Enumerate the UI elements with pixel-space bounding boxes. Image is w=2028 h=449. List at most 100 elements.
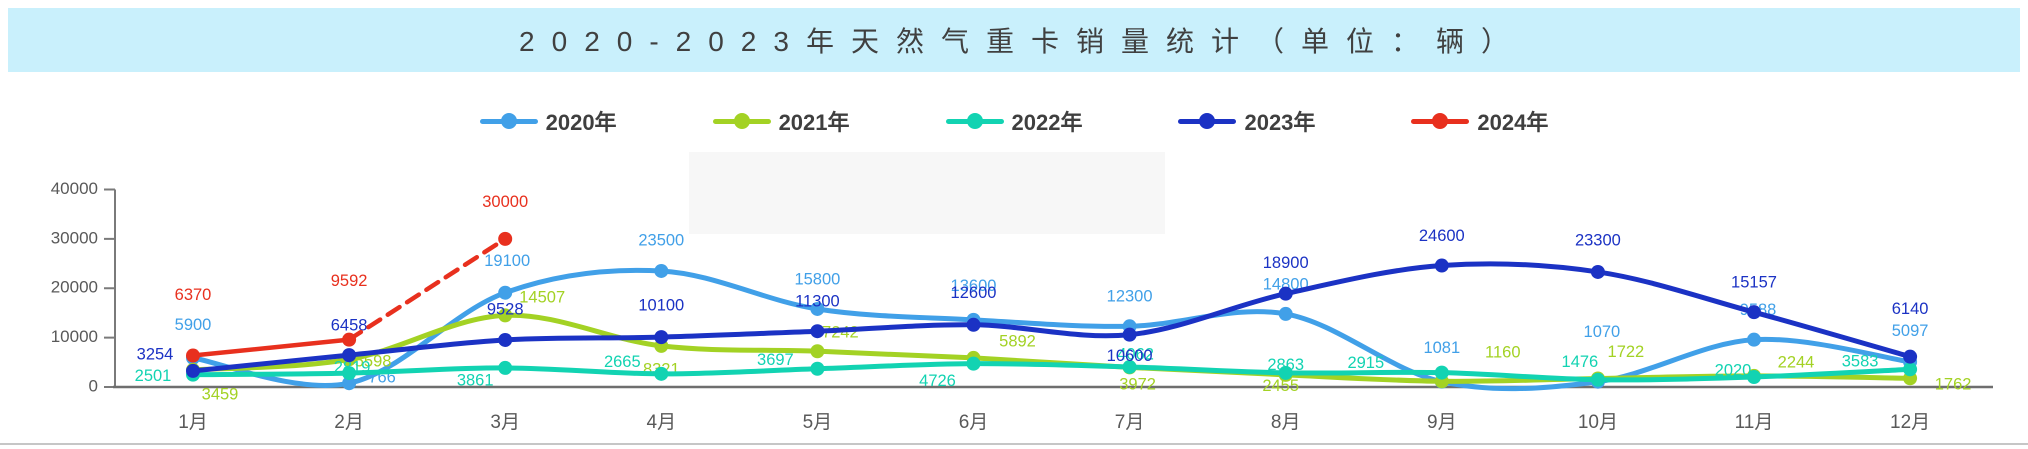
data-point xyxy=(1278,306,1293,321)
data-point xyxy=(1278,365,1293,380)
data-point xyxy=(1122,327,1137,342)
chart-title-bar: 2020-2023年天然气重卡销量统计（单位：辆） xyxy=(8,8,2020,72)
data-label: 24600 xyxy=(1419,227,1465,245)
data-point xyxy=(186,348,200,363)
data-point xyxy=(1747,332,1761,347)
legend-line-dot-icon xyxy=(1411,113,1470,129)
x-tick-label: 11月 xyxy=(1735,412,1774,433)
y-tick-label: 30000 xyxy=(51,228,98,247)
data-point xyxy=(654,263,669,278)
x-tick-label: 1月 xyxy=(178,412,208,433)
series-line-dashed xyxy=(346,236,508,342)
data-point xyxy=(966,317,981,332)
data-point xyxy=(342,366,357,381)
series-line xyxy=(190,261,1913,374)
y-tick-label: 20000 xyxy=(51,278,98,297)
data-label: 19100 xyxy=(484,252,530,270)
data-point xyxy=(966,356,981,371)
data-label: 1081 xyxy=(1423,339,1460,357)
x-tick-label: 10月 xyxy=(1578,412,1618,433)
y-tick-label: 40000 xyxy=(51,179,98,198)
legend-label: 2024年 xyxy=(1477,110,1549,135)
data-label: 12600 xyxy=(951,284,997,302)
legend-item-2021: 2021年 xyxy=(712,105,850,137)
legend-item-2024: 2024年 xyxy=(1411,105,1548,137)
legend-item-2022: 2022年 xyxy=(945,105,1083,137)
background-artifact xyxy=(689,152,1165,234)
data-label: 3697 xyxy=(757,351,794,369)
x-tick-label: 7月 xyxy=(1115,412,1145,433)
data-point xyxy=(342,376,357,391)
data-point xyxy=(1590,264,1605,279)
x-tick-label: 8月 xyxy=(1271,412,1301,433)
data-point xyxy=(1903,349,1918,364)
data-label: 3254 xyxy=(137,345,174,363)
data-label: 5892 xyxy=(999,332,1036,350)
data-point xyxy=(186,363,200,378)
legend-label: 2020年 xyxy=(545,110,617,135)
legend-label: 2023年 xyxy=(1244,110,1316,135)
legend-item-2020: 2020年 xyxy=(479,105,617,137)
data-label: 1722 xyxy=(1608,343,1645,361)
data-label: 2665 xyxy=(604,353,641,371)
data-point xyxy=(654,366,669,381)
legend-line-dot-icon xyxy=(945,113,1004,129)
data-label: 30000 xyxy=(482,193,528,211)
data-label: 5598 xyxy=(355,353,392,371)
data-label: 4726 xyxy=(919,372,956,390)
data-label: 2020 xyxy=(1715,361,1752,379)
data-label: 11300 xyxy=(795,293,840,311)
data-point xyxy=(498,308,513,323)
data-point xyxy=(1903,362,1918,377)
data-label: 1762 xyxy=(1935,376,1972,394)
series-line-solid xyxy=(190,337,352,358)
data-point xyxy=(1747,305,1761,320)
y-tick-label: 10000 xyxy=(51,327,98,346)
x-tick-label: 5月 xyxy=(803,412,833,433)
data-point xyxy=(810,324,825,339)
series-line xyxy=(190,361,1913,383)
legend-label: 2021年 xyxy=(778,110,850,135)
legend-line-dot-icon xyxy=(712,113,771,129)
legend-line-dot-icon xyxy=(1178,113,1237,129)
data-label: 6140 xyxy=(1892,300,1929,318)
data-point xyxy=(810,361,825,376)
data-label: 15800 xyxy=(794,270,840,288)
data-point xyxy=(1122,359,1137,374)
legend-label: 2022年 xyxy=(1011,110,1083,135)
data-point xyxy=(1590,372,1605,387)
data-label: 1476 xyxy=(1562,353,1599,371)
data-label: 1160 xyxy=(1485,344,1520,362)
series-2024: 6370 9592 30000 xyxy=(175,193,528,363)
data-label: 3583 xyxy=(1842,353,1879,371)
x-tick-label: 3月 xyxy=(490,412,520,433)
data-point xyxy=(810,301,825,316)
data-label: 5900 xyxy=(175,316,212,334)
data-label: 2863 xyxy=(1267,356,1304,374)
data-point xyxy=(810,344,825,359)
x-tick-label: 9月 xyxy=(1427,412,1457,433)
data-label: 4062 xyxy=(1117,345,1154,363)
y-tick-label: 0 xyxy=(89,376,98,395)
data-point xyxy=(1434,365,1449,380)
data-point xyxy=(498,285,513,300)
data-point xyxy=(1434,258,1449,273)
x-tick-label: 2月 xyxy=(334,412,364,433)
data-label: 2819 xyxy=(334,358,371,376)
data-label: 2915 xyxy=(1347,354,1384,372)
chart-legend: 2020年 2021年 2022年 2023年 2024年 xyxy=(0,103,2028,139)
data-label: 2244 xyxy=(1778,353,1815,371)
data-point xyxy=(342,332,357,347)
data-label: 14507 xyxy=(519,289,565,307)
series-2023: 3254 6458 9528 10100 11300 12600 10600 18900 246… xyxy=(137,227,1929,378)
data-label: 2455 xyxy=(1262,377,1299,395)
page-title: 2020-2023年天然气重卡销量统计（单位：辆） xyxy=(519,26,1526,57)
data-label: 10600 xyxy=(1107,347,1153,365)
series-2022: 2501 2819 3861 2665 3697 4726 4062 2863 2915 1476… xyxy=(135,345,1918,390)
x-tick-label: 12月 xyxy=(1890,412,1930,433)
data-label: 3861 xyxy=(457,371,494,389)
data-label: 1070 xyxy=(1584,323,1621,341)
data-point xyxy=(498,332,513,347)
